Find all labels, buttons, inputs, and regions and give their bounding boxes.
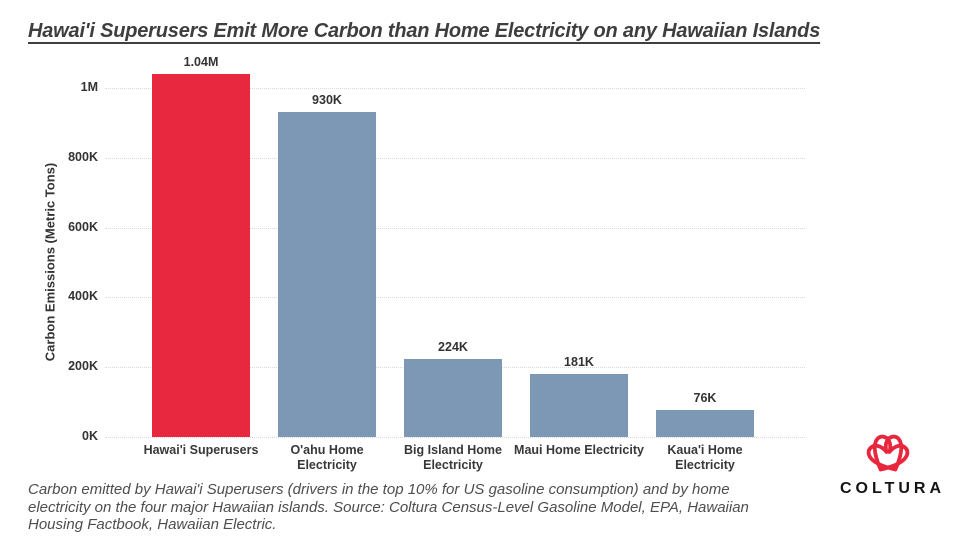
bar-big-island-home-electricity	[404, 359, 502, 437]
chart-title: Hawai'i Superusers Emit More Carbon than…	[28, 20, 821, 42]
bar-kaua-i-home-electricity	[656, 410, 754, 437]
bar-value-label: 930K	[312, 93, 342, 107]
bar-o-ahu-home-electricity	[278, 112, 376, 437]
bar-value-label: 1.04M	[183, 55, 219, 69]
x-category-label: Kaua'i Home Electricity	[667, 443, 743, 472]
bar-maui-home-electricity	[530, 374, 628, 437]
plot-area: 1.04M Hawai'i Superusers 930K O'ahu Home El…	[105, 55, 805, 472]
caption-line: electricity on the four major Hawaiian i…	[28, 498, 749, 516]
coltura-interlocking-hearts-icon	[866, 434, 910, 472]
bar-value-label: 76K	[693, 391, 717, 405]
x-category-label: Big Island Home Electricity	[404, 443, 502, 472]
x-category-label: O'ahu Home Electricity	[290, 443, 364, 472]
caption-line: Carbon emitted by Hawai'i Superusers (dr…	[28, 481, 730, 498]
y-tick-label: 800K	[68, 149, 98, 164]
bar-value-label: 224K	[438, 340, 468, 354]
bar-hawai-i-superusers	[152, 74, 250, 437]
x-category-label: Hawai'i Superusers	[143, 443, 259, 457]
y-tick-label: 1M	[80, 80, 98, 94]
bar-value-label: 181K	[564, 355, 594, 369]
chart-caption: Carbon emitted by Hawai'i Superusers (dr…	[28, 481, 749, 534]
y-tick-label: 200K	[68, 359, 98, 374]
gridline	[105, 297, 805, 299]
gridline	[105, 157, 805, 159]
y-axis-title: Carbon Emissions (Metric Tons)	[42, 162, 58, 362]
y-tick-label: 0K	[82, 429, 98, 443]
gridline	[105, 227, 805, 229]
caption-line: Housing Factbook, Hawaiian Electric.	[28, 516, 277, 533]
y-tick-label: 600K	[68, 219, 98, 234]
gridline	[105, 437, 805, 438]
x-category-label: Maui Home Electricity	[514, 443, 644, 457]
coltura-logo: COLTURA	[840, 430, 946, 498]
coltura-logo-text: COLTURA	[840, 480, 946, 497]
y-tick-label: 400K	[68, 289, 98, 304]
gridline	[105, 88, 805, 89]
